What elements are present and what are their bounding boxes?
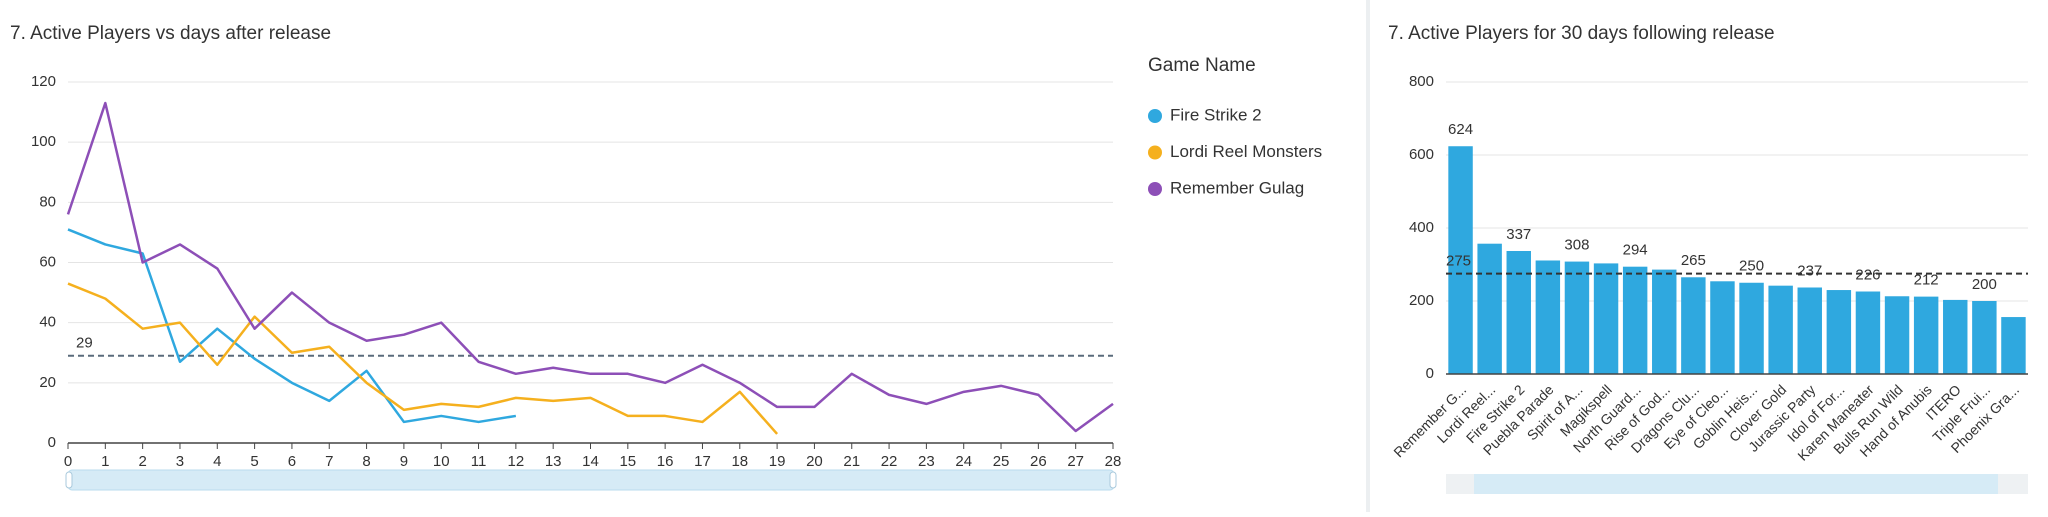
x-tick-label: 8 <box>362 453 370 470</box>
line-series <box>67 282 779 435</box>
value-label: 237 <box>1797 262 1822 279</box>
line-series <box>66 101 1114 433</box>
x-tick-label: 27 <box>1067 453 1084 470</box>
x-tick-label: 3 <box>176 453 184 470</box>
panel <box>0 0 1366 512</box>
x-tick-label: 9 <box>400 453 408 470</box>
x-tick-label: 5 <box>250 453 258 470</box>
x-tick-label: 1 <box>101 453 109 470</box>
y-tick-label: 20 <box>39 374 56 391</box>
value-label: 250 <box>1739 258 1764 275</box>
legend-swatch <box>1148 145 1162 160</box>
panel-separator <box>1366 0 1370 512</box>
bar <box>1884 296 1910 374</box>
bar <box>1622 266 1648 374</box>
value-label: 337 <box>1506 226 1531 243</box>
y-tick-label: 100 <box>31 133 56 150</box>
value-label: 212 <box>1914 272 1939 289</box>
y-tick-label: 800 <box>1409 73 1434 90</box>
x-tick-label: 12 <box>508 453 525 470</box>
x-tick-label: 17 <box>694 453 711 470</box>
legend-label: Remember Gulag <box>1170 178 1304 197</box>
x-tick-label: 20 <box>806 453 823 470</box>
scroll-handle[interactable] <box>65 471 73 489</box>
value-label: 200 <box>1972 276 1997 293</box>
y-tick-label: 200 <box>1409 292 1434 309</box>
bar <box>1972 301 1997 374</box>
value-label: 294 <box>1623 242 1648 259</box>
x-tick-label: 16 <box>657 453 674 470</box>
value-label: 624 <box>1448 121 1473 138</box>
y-tick-label: 40 <box>39 314 56 331</box>
x-tick-label: 15 <box>619 453 636 470</box>
bar <box>1652 269 1677 374</box>
bar <box>1477 243 1502 374</box>
scrollbar[interactable] <box>67 469 1115 491</box>
x-tick-label: 25 <box>993 453 1010 470</box>
x-tick-label: 4 <box>213 453 221 470</box>
value-label: 265 <box>1681 252 1706 269</box>
reference-label: 275 <box>1446 253 1471 270</box>
legend-label: Lordi Reel Monsters <box>1170 142 1322 161</box>
x-tick-label: 28 <box>1105 453 1122 470</box>
y-tick-label: 120 <box>31 73 56 90</box>
bar <box>1564 261 1590 374</box>
y-tick-label: 0 <box>48 434 56 451</box>
x-tick-label: 13 <box>545 453 562 470</box>
x-tick-label: 23 <box>918 453 935 470</box>
bar <box>1710 281 1735 374</box>
bar <box>1943 299 1968 374</box>
x-tick-label: 19 <box>769 453 786 470</box>
legend-swatch <box>1148 182 1162 196</box>
bar <box>1593 263 1619 374</box>
bar <box>1448 146 1473 374</box>
y-tick-label: 60 <box>39 253 56 270</box>
value-label: 308 <box>1564 237 1589 254</box>
x-tick-label: 26 <box>1030 453 1047 470</box>
x-tick-label: 10 <box>433 453 450 470</box>
x-tick-label: 18 <box>731 453 748 470</box>
value-label: 226 <box>1855 266 1880 283</box>
x-tick-label: 6 <box>288 453 296 470</box>
x-tick-label: 24 <box>955 453 972 470</box>
bar <box>1855 291 1881 374</box>
legend-swatch <box>1148 109 1162 123</box>
scroll-thumb[interactable] <box>1474 474 1998 494</box>
legend-title: Game Name <box>1148 55 1256 76</box>
bar <box>1826 290 1852 374</box>
reference-label: 29 <box>76 335 93 352</box>
bar <box>2001 317 2026 374</box>
y-tick-label: 400 <box>1409 219 1434 236</box>
bar <box>1506 250 1531 374</box>
chart-title: 7. Active Players for 30 days following … <box>1388 23 1775 44</box>
bar <box>1535 260 1561 374</box>
y-tick-label: 600 <box>1409 146 1434 163</box>
x-tick-label: 0 <box>64 453 72 470</box>
bar <box>1681 277 1706 374</box>
x-tick-label: 7 <box>325 453 333 470</box>
x-tick-label: 14 <box>582 453 599 470</box>
bar <box>1768 285 1793 374</box>
x-tick-label: 2 <box>138 453 146 470</box>
scroll-handle[interactable] <box>1109 471 1117 489</box>
x-tick-label: 22 <box>881 453 898 470</box>
y-tick-label: 80 <box>39 193 56 210</box>
legend-label: Fire Strike 2 <box>1170 105 1262 124</box>
y-tick-label: 0 <box>1426 365 1434 382</box>
bar <box>1739 282 1764 374</box>
bar <box>1797 287 1822 374</box>
chart-title: 7. Active Players vs days after release <box>10 23 331 44</box>
x-tick-label: 11 <box>471 453 487 470</box>
line-series <box>67 228 517 424</box>
bar <box>1913 296 1939 374</box>
x-tick-label: 21 <box>843 453 860 470</box>
